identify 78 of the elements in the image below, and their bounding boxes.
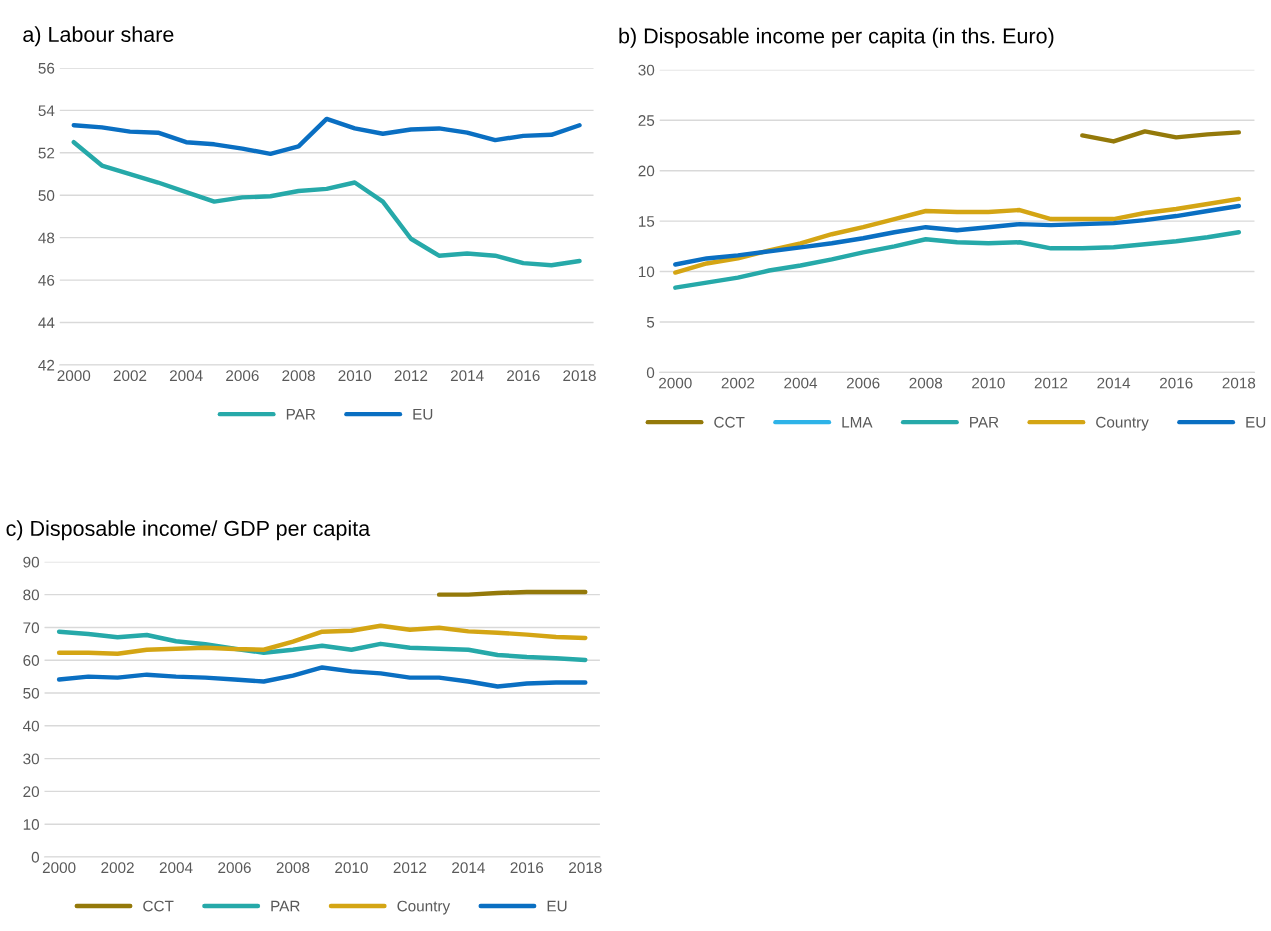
y-tick-label: 20 bbox=[23, 786, 40, 798]
x-tick-label: 2006 bbox=[218, 862, 251, 874]
line-series bbox=[673, 196, 1242, 275]
y-tick-label: 25 bbox=[638, 115, 655, 126]
y-tick-label: 0 bbox=[31, 851, 40, 863]
x-tick-label: 2000 bbox=[659, 377, 692, 389]
x-tick-label: 2006 bbox=[226, 370, 259, 382]
legend-label: PAR bbox=[271, 900, 300, 912]
x-tick-label: 2014 bbox=[1097, 377, 1131, 389]
x-tick-label: 2002 bbox=[721, 377, 755, 389]
legend-label: PAR bbox=[286, 408, 316, 420]
x-tick-label: 2016 bbox=[1159, 377, 1193, 389]
line-series bbox=[56, 665, 588, 689]
y-tick-label: 46 bbox=[38, 274, 55, 286]
legend-label: Country bbox=[1096, 416, 1149, 431]
legend-label: EU bbox=[547, 900, 567, 912]
y-tick-label: 15 bbox=[638, 216, 655, 227]
x-tick-label: 2012 bbox=[1034, 377, 1068, 389]
line-series bbox=[56, 623, 588, 656]
chart-title: b) Disposable income per capita (in ths. Euro) bbox=[619, 27, 1054, 48]
legend-label: EU bbox=[413, 408, 433, 420]
x-tick-label: 2016 bbox=[507, 370, 540, 382]
legend-label: PAR bbox=[970, 416, 999, 428]
x-tick-label: 2010 bbox=[338, 370, 372, 382]
y-tick-label: 30 bbox=[638, 64, 655, 76]
y-tick-label: 60 bbox=[23, 655, 40, 666]
y-tick-label: 20 bbox=[638, 165, 655, 177]
x-tick-label: 2000 bbox=[42, 862, 76, 874]
line-series bbox=[673, 229, 1242, 290]
x-tick-label: 2010 bbox=[972, 377, 1005, 389]
x-tick-label: 2018 bbox=[569, 862, 602, 874]
x-tick-label: 2010 bbox=[335, 862, 368, 874]
x-tick-label: 2004 bbox=[169, 370, 203, 382]
y-tick-label: 10 bbox=[638, 266, 655, 278]
chart-title: c) Disposable income/ GDP per capita bbox=[6, 520, 371, 541]
line-series bbox=[71, 139, 582, 268]
x-tick-label: 2008 bbox=[909, 377, 943, 389]
x-tick-label: 2018 bbox=[1222, 377, 1256, 389]
x-tick-label: 2012 bbox=[394, 370, 428, 382]
x-tick-label: 2004 bbox=[784, 377, 818, 389]
x-tick-label: 2018 bbox=[563, 370, 596, 382]
y-tick-label: 50 bbox=[38, 190, 55, 201]
x-tick-label: 2006 bbox=[846, 377, 880, 389]
y-tick-label: 40 bbox=[22, 720, 40, 732]
y-tick-label: 5 bbox=[646, 317, 655, 328]
line-series bbox=[673, 203, 1242, 267]
y-tick-label: 52 bbox=[38, 147, 55, 159]
line-series bbox=[56, 629, 588, 663]
y-tick-label: 70 bbox=[23, 622, 40, 634]
line-series bbox=[71, 116, 582, 157]
legend-label: LMA bbox=[842, 416, 873, 428]
x-tick-label: 2000 bbox=[57, 370, 91, 382]
legend-label: CCT bbox=[714, 416, 745, 428]
x-tick-label: 2002 bbox=[113, 370, 147, 382]
y-tick-label: 44 bbox=[38, 317, 55, 329]
x-tick-label: 2008 bbox=[282, 370, 315, 382]
line-series bbox=[1080, 129, 1242, 144]
x-tick-label: 2002 bbox=[101, 862, 134, 874]
y-tick-label: 90 bbox=[23, 556, 40, 568]
y-tick-label: 48 bbox=[38, 232, 55, 244]
y-tick-label: 0 bbox=[646, 367, 655, 379]
x-tick-label: 2012 bbox=[393, 862, 427, 874]
x-tick-label: 2014 bbox=[450, 370, 484, 382]
y-tick-label: 30 bbox=[23, 753, 40, 765]
x-tick-label: 2008 bbox=[276, 862, 310, 874]
y-tick-label: 10 bbox=[23, 819, 40, 830]
x-tick-label: 2014 bbox=[452, 862, 485, 874]
y-tick-label: 42 bbox=[38, 359, 55, 371]
legend-label: CCT bbox=[143, 900, 174, 912]
y-tick-label: 50 bbox=[23, 687, 40, 699]
chart-title: a) Labour share bbox=[23, 26, 174, 47]
legend-label: EU bbox=[1246, 416, 1266, 428]
y-tick-label: 54 bbox=[38, 105, 55, 117]
y-tick-label: 56 bbox=[38, 62, 55, 74]
y-tick-label: 80 bbox=[23, 589, 40, 601]
x-tick-label: 2016 bbox=[510, 862, 544, 874]
legend-label: Country bbox=[397, 900, 451, 915]
x-tick-label: 2004 bbox=[159, 862, 193, 874]
